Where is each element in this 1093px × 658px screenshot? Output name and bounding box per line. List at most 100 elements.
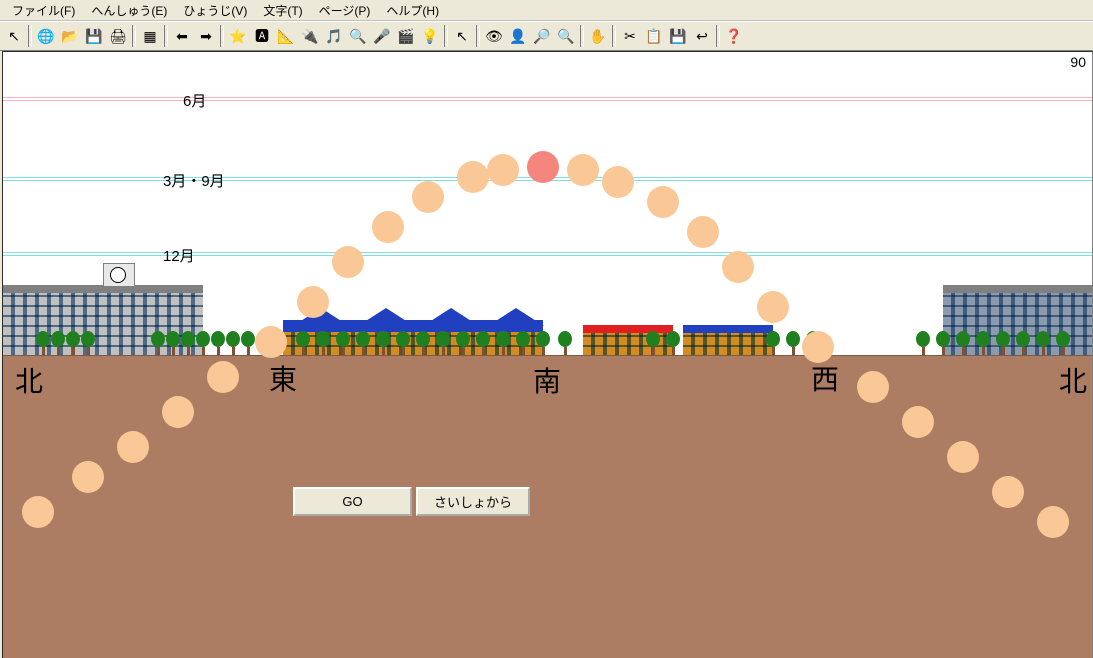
horizon-line [3,355,1092,356]
toolbar-button-9[interactable]: ⬅ [170,24,194,48]
house-roof [488,308,544,326]
tree [181,331,195,355]
tree [936,331,950,355]
sun-trail [207,361,239,393]
toolbar-button-0[interactable]: ↖ [2,24,26,48]
menu-text[interactable]: 文字(T) [255,0,310,21]
sun-trail [255,326,287,358]
tree [476,331,490,355]
toolbar-button-15[interactable]: 🔌 [298,24,322,48]
tree [1036,331,1050,355]
toolbar-button-2[interactable]: 🌐 [34,24,58,48]
tree [226,331,240,355]
toolbar-separator [580,25,584,47]
toolbar-button-14[interactable]: 📐 [274,24,298,48]
toolbar-button-32[interactable]: 📋 [642,24,666,48]
tree [166,331,180,355]
sun-trail [22,496,54,528]
toolbar-button-36[interactable]: ❓ [722,24,746,48]
tree [456,331,470,355]
tree [376,331,390,355]
tree [211,331,225,355]
menu-help[interactable]: ヘルプ(H) [378,0,447,21]
tree [956,331,970,355]
tree [1016,331,1030,355]
toolbar-button-13[interactable]: 🅰 [250,24,274,48]
toolbar-button-33[interactable]: 💾 [666,24,690,48]
toolbar-button-31[interactable]: ✂ [618,24,642,48]
sun-trail [332,246,364,278]
toolbar-button-4[interactable]: 💾 [82,24,106,48]
tree [356,331,370,355]
tree [436,331,450,355]
tree [666,331,680,355]
toolbar-separator [164,25,168,47]
month-label-marsep: 3月・9月 [163,170,225,191]
sun-trail [757,291,789,323]
toolbar-button-3[interactable]: 📂 [58,24,82,48]
tree [36,331,50,355]
clock-icon [110,267,126,283]
toolbar-button-34[interactable]: ↩ [690,24,714,48]
toolbar-button-10[interactable]: ➡ [194,24,218,48]
direction-label-4: 北 [1059,360,1087,400]
altitude-value: 90 [1070,54,1086,70]
toolbar-button-25[interactable]: 👤 [506,24,530,48]
toolbar-button-29[interactable]: ✋ [586,24,610,48]
toolbar-button-26[interactable]: 🔎 [530,24,554,48]
tree [151,331,165,355]
tree [996,331,1010,355]
toolbar-separator [220,25,224,47]
toolbar-button-24[interactable]: 👁 [482,24,506,48]
toolbar-separator [132,25,136,47]
toolbar-button-17[interactable]: 🔍 [346,24,370,48]
toolbar-button-7[interactable]: ▦ [138,24,162,48]
toolbar-separator [444,25,448,47]
sun-trail [947,441,979,473]
tree [396,331,410,355]
tree [536,331,550,355]
house-roof [423,308,479,326]
toolbar-button-18[interactable]: 🎤 [370,24,394,48]
sun-trail [117,431,149,463]
tree [241,331,255,355]
sun-trail [687,216,719,248]
month-line-jun [3,97,1092,98]
sun-trail [722,251,754,283]
tree [1056,331,1070,355]
reset-button[interactable]: さいしょから [416,487,530,516]
toolbar-button-27[interactable]: 🔍 [554,24,578,48]
month-label-jun: 6月 [183,90,206,111]
toolbar-button-20[interactable]: 💡 [418,24,442,48]
toolbar-button-22[interactable]: ↖ [450,24,474,48]
go-button[interactable]: GO [293,487,412,516]
sun-trail [162,396,194,428]
toolbar-separator [28,25,32,47]
toolbar-separator [716,25,720,47]
menu-page[interactable]: ページ(P) [311,0,379,21]
simulation-canvas: 90 GO さいしょから 6月3月・9月12月北東南西北 [2,51,1093,658]
direction-label-2: 南 [533,360,561,400]
tree [916,331,930,355]
toolbar-button-19[interactable]: 🎬 [394,24,418,48]
sun-trail [647,186,679,218]
toolbar: ↖🌐📂💾🖨▦⬅➡⭐🅰📐🔌🎵🔍🎤🎬💡↖👁👤🔎🔍✋✂📋💾↩❓ [0,21,1093,51]
toolbar-button-5[interactable]: 🖨 [106,24,130,48]
menu-file[interactable]: ファイル(F) [4,0,83,21]
tree [558,331,572,355]
toolbar-button-16[interactable]: 🎵 [322,24,346,48]
month-label-dec: 12月 [163,245,195,266]
sun-trail [457,161,489,193]
sun-trail [372,211,404,243]
house-roof [358,308,414,326]
toolbar-button-12[interactable]: ⭐ [226,24,250,48]
menu-view[interactable]: ひょうじ(V) [175,0,255,21]
tree [51,331,65,355]
sun-trail [72,461,104,493]
sun-trail [1037,506,1069,538]
sun-current [527,151,559,183]
menu-edit[interactable]: へんしゅう(E) [83,0,175,21]
tree [316,331,330,355]
tree [766,331,780,355]
direction-label-1: 東 [269,358,297,398]
